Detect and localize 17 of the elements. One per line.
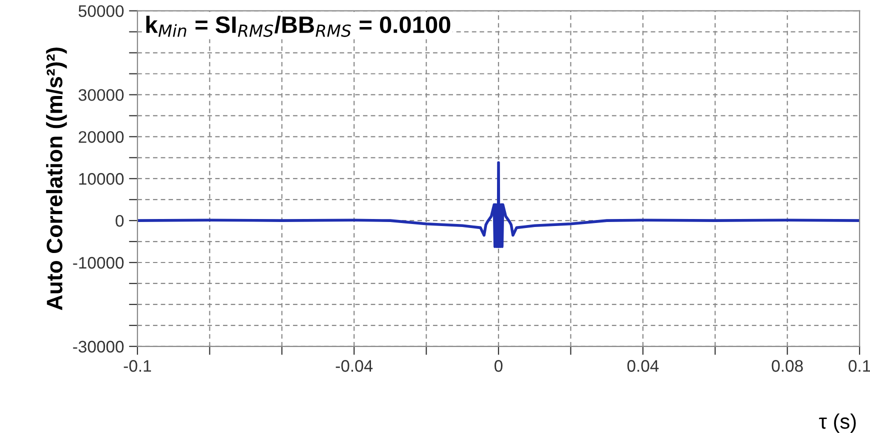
- x-tick-label: 0.08: [772, 360, 803, 372]
- y-tick-label: -30000: [73, 340, 124, 353]
- x-tick-label: -0.04: [336, 360, 373, 372]
- x-axis-title: τ (s): [819, 414, 856, 433]
- y-tick-label: -10000: [73, 256, 124, 269]
- x-tick-label: 0: [494, 360, 502, 372]
- x-tick-label: -0.1: [124, 360, 152, 372]
- annotation: k$_{Min}$ = SI$_{RMS}$/BB$_{RMS}$ = 0.0100: [146, 16, 450, 37]
- line-series: [137, 161, 860, 248]
- y-axis-title: Auto Correlation ((m/s²)²): [46, 48, 67, 310]
- x-tick-label: 0.1: [848, 360, 870, 372]
- y-tick-label: 50000: [78, 5, 124, 18]
- x-tick-label: 0.04: [627, 360, 659, 372]
- y-tick-label: 30000: [78, 89, 124, 101]
- y-tick-label: 10000: [79, 173, 124, 185]
- y-tick-label: 0: [116, 214, 124, 227]
- y-tick-label: 20000: [78, 131, 124, 143]
